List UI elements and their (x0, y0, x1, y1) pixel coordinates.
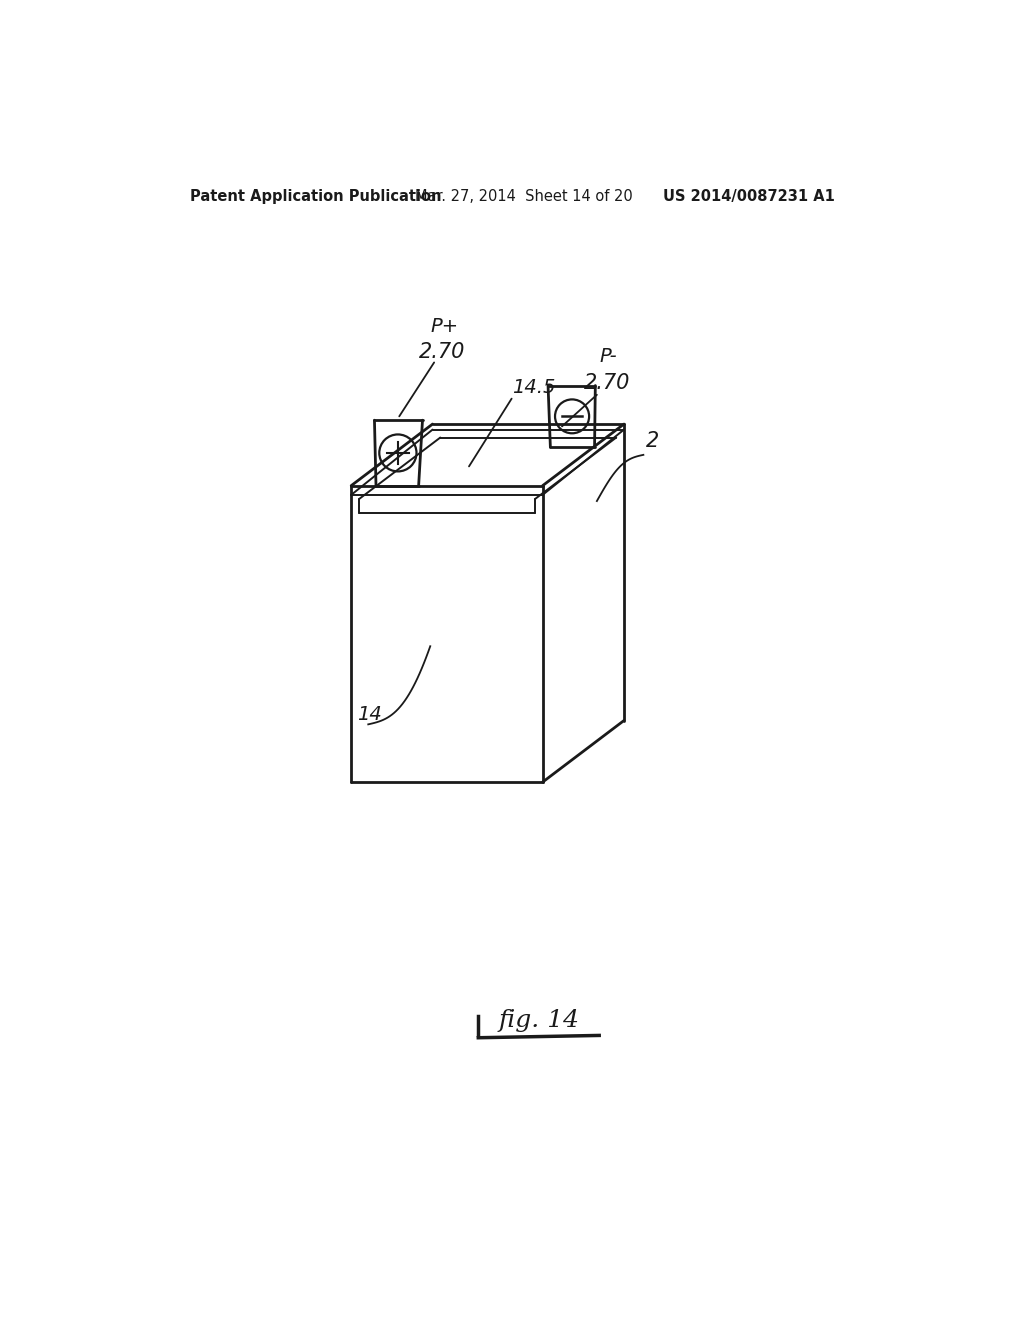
Text: US 2014/0087231 A1: US 2014/0087231 A1 (663, 189, 835, 205)
Text: Patent Application Publication: Patent Application Publication (190, 189, 441, 205)
Text: 14.5: 14.5 (512, 378, 555, 397)
Text: Mar. 27, 2014  Sheet 14 of 20: Mar. 27, 2014 Sheet 14 of 20 (415, 189, 633, 205)
Text: 2.70: 2.70 (584, 374, 630, 393)
Text: P-: P- (599, 347, 616, 367)
Text: 14: 14 (356, 705, 381, 725)
Text: 2: 2 (646, 432, 659, 451)
Text: P+: P+ (430, 317, 459, 335)
Text: 2.70: 2.70 (419, 342, 465, 363)
Text: fig. 14: fig. 14 (499, 1010, 580, 1032)
